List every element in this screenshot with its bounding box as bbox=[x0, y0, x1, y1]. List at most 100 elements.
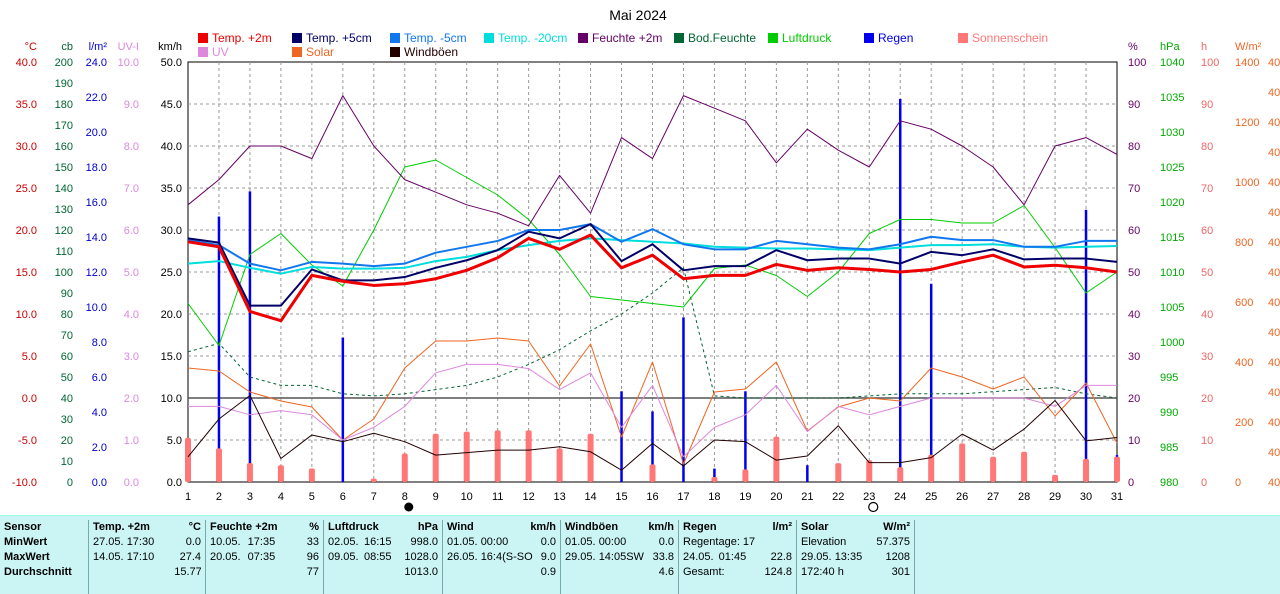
legend-swatch bbox=[390, 47, 400, 57]
stats-feuchte-min-time: 17:35 bbox=[247, 536, 276, 548]
legend-item: Feuchte +2m bbox=[578, 31, 662, 45]
sunshine-bar bbox=[1021, 451, 1028, 482]
left-axis-unit: km/h bbox=[158, 41, 182, 53]
chart-title: Mai 2024 bbox=[609, 7, 667, 23]
left-axis-tick: 90 bbox=[61, 288, 73, 300]
stats-wind-header: Wind bbox=[447, 521, 474, 533]
left-axis-tick: 50.0 bbox=[161, 57, 182, 69]
right-axis-tick: 40 bbox=[1128, 309, 1140, 321]
right-axis-tick: 40 bbox=[1268, 447, 1280, 459]
left-axis-4: km/h 50.0 45.0 40.0 35.0 30.0 25.0 20.0 15.0 10.0… bbox=[158, 41, 182, 489]
left-axis-tick: 6.0 bbox=[92, 372, 107, 384]
left-axis-tick: 40.0 bbox=[16, 57, 37, 69]
stats-temp-avg-value: 15.77 bbox=[174, 566, 201, 578]
stats-regen-max-time: 01:45 bbox=[718, 551, 747, 563]
x-tick-label: 11 bbox=[492, 491, 503, 503]
right-axis-tick: 90 bbox=[1201, 99, 1213, 111]
left-axis-tick: 5.0 bbox=[167, 435, 182, 447]
stats-wind-max-value: 9.0 bbox=[540, 551, 556, 563]
right-axis-3: W/m² 1400 1200 1000 800 600 400 200 0 bbox=[1235, 41, 1262, 489]
right-axes: %1009080706050403020100hPa10401035103010… bbox=[1128, 41, 1280, 489]
rain-bar bbox=[248, 191, 252, 483]
rain-bar bbox=[341, 337, 345, 482]
x-tick-label: 20 bbox=[770, 491, 782, 503]
right-axis-tick: 1400 bbox=[1235, 57, 1259, 69]
legend-item: Solar bbox=[292, 45, 334, 59]
rain-bar bbox=[217, 216, 221, 482]
stats-wind-unit: km/h bbox=[530, 521, 556, 533]
x-tick-label: 27 bbox=[987, 491, 999, 503]
left-axis-tick: 2.0 bbox=[92, 442, 107, 454]
left-axis-tick: 200 bbox=[55, 57, 73, 69]
left-axis-tick: 2.0 bbox=[124, 393, 139, 405]
stats-solar-elevation-value: 57.375 bbox=[876, 536, 910, 548]
sunshine-bar bbox=[525, 430, 532, 482]
x-tick-label: 24 bbox=[894, 491, 906, 503]
right-axis-tick: 10 bbox=[1128, 435, 1140, 447]
stats-col-boeen: Windböen km/h 01.05. 00:00 0.0 29.05. 14:05S… bbox=[560, 520, 678, 594]
right-axis-tick: 600 bbox=[1235, 297, 1253, 309]
left-axis-tick: 170 bbox=[55, 120, 73, 132]
left-axis-tick: 9.0 bbox=[124, 99, 139, 111]
stats-solar-max-date: 29.05. bbox=[801, 551, 832, 563]
legend-swatch bbox=[484, 33, 494, 43]
left-axis-tick: 10.0 bbox=[86, 302, 107, 314]
stats-feuchte-header: Feuchte +2m bbox=[210, 521, 278, 533]
x-tick-label: 23 bbox=[863, 491, 875, 503]
stats-wind-min-date: 01.05. bbox=[447, 536, 478, 548]
sunshine-bar bbox=[897, 467, 904, 482]
left-axes: °C 40.0 35.0 30.0 25.0 20.0 15.0 10.0 5.0 0.0 -5.0… bbox=[12, 41, 182, 489]
right-axis-tick: 50 bbox=[1128, 267, 1140, 279]
stats-feuchte-max-date: 20.05. bbox=[210, 551, 241, 563]
stats-feuchte-min-date: 10.05. bbox=[210, 536, 241, 548]
sunshine-bar bbox=[215, 448, 222, 482]
legend-swatch bbox=[674, 33, 684, 43]
left-axis-tick: 7.0 bbox=[124, 183, 139, 195]
stats-wind-min-time: 00:00 bbox=[480, 536, 509, 548]
left-axis-tick: 180 bbox=[55, 99, 73, 111]
series-line-temp-20cm bbox=[187, 237, 1118, 275]
stats-temp-min-time: 17:30 bbox=[126, 536, 155, 548]
stats-boeen-header: Windböen bbox=[565, 521, 619, 533]
x-tick-label: 1 bbox=[185, 491, 191, 503]
right-axis-tick: 20 bbox=[1128, 393, 1140, 405]
left-axis-tick: 8.0 bbox=[124, 141, 139, 153]
x-tick-label: 3 bbox=[247, 491, 253, 503]
legend-label: Luftdruck bbox=[782, 31, 832, 45]
sunshine-bar bbox=[370, 478, 377, 482]
sunshine-bar bbox=[1114, 456, 1120, 482]
left-axis-tick: 12.0 bbox=[86, 267, 107, 279]
right-axis-tick: 1025 bbox=[1160, 162, 1184, 174]
left-axis-tick: 160 bbox=[55, 141, 73, 153]
sunshine-bar bbox=[277, 465, 284, 482]
right-axis-tick: 40 bbox=[1268, 477, 1280, 489]
series-line-feuchte-2m bbox=[187, 95, 1118, 227]
right-axis-tick: 40 bbox=[1268, 207, 1280, 219]
left-axis-tick: 6.0 bbox=[124, 225, 139, 237]
left-axis-tick: 100 bbox=[55, 267, 73, 279]
x-tick-label: 26 bbox=[956, 491, 968, 503]
left-axis-tick: 35.0 bbox=[161, 183, 182, 195]
x-tick-label: 25 bbox=[925, 491, 937, 503]
left-axis-tick: 10 bbox=[61, 456, 73, 468]
right-axis-tick: 1040 bbox=[1160, 57, 1184, 69]
left-axis-tick: 130 bbox=[55, 204, 73, 216]
legend-swatch bbox=[292, 33, 302, 43]
right-axis-tick: 40 bbox=[1268, 417, 1280, 429]
x-tick-label: 12 bbox=[523, 491, 535, 503]
stats-regen-header: Regen bbox=[683, 521, 717, 533]
right-axis-tick: 40 bbox=[1268, 267, 1280, 279]
legend-swatch bbox=[864, 33, 874, 43]
legend-item: Sonnenschein bbox=[958, 31, 1048, 45]
left-axis-tick: 24.0 bbox=[86, 57, 107, 69]
stats-feuchte-max-time: 07:35 bbox=[247, 551, 276, 563]
right-axis-tick: 200 bbox=[1235, 417, 1253, 429]
legend-label: Temp. -20cm bbox=[498, 31, 567, 45]
left-axis-3: UV-I 10.0 9.0 8.0 7.0 6.0 5.0 4.0 3.0 2.0 1.0 0.0 bbox=[118, 41, 139, 489]
right-axis-tick: 1015 bbox=[1160, 232, 1184, 244]
legend-item: Luftdruck bbox=[768, 31, 832, 45]
left-axis-tick: 15.0 bbox=[161, 351, 182, 363]
full-moon-icon bbox=[868, 501, 879, 513]
stats-col-solar: Solar W/m² Elevation 57.375 29.05. 13:35 120… bbox=[796, 520, 914, 594]
moon-markers bbox=[404, 501, 879, 513]
